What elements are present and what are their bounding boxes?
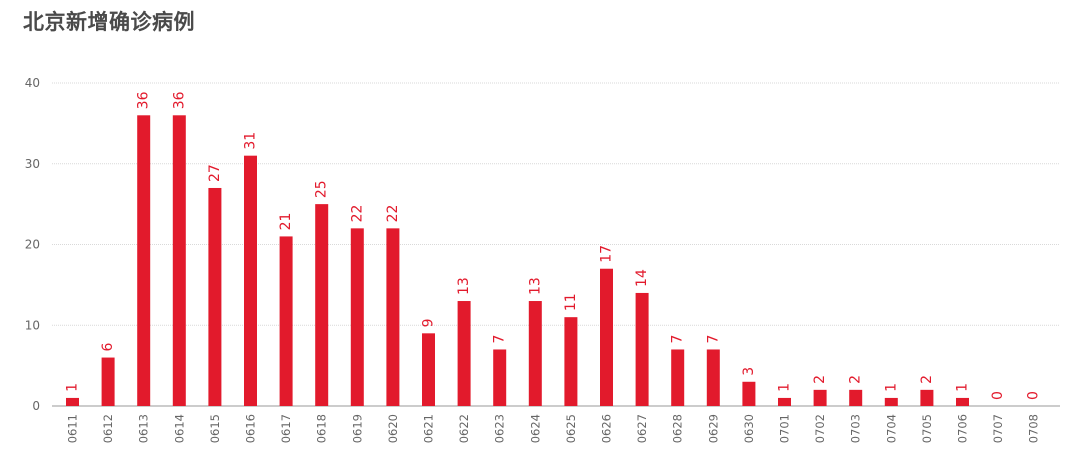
- x-tick-label: 0624: [528, 414, 542, 443]
- data-label: 21: [278, 213, 294, 231]
- bar: [528, 301, 542, 406]
- data-label: 0: [1026, 391, 1042, 400]
- data-label: 7: [492, 335, 508, 344]
- bar: [244, 155, 257, 406]
- bar: [422, 333, 435, 406]
- bar: [279, 236, 293, 406]
- x-tick-label: 0708: [1027, 414, 1041, 443]
- bar: [956, 397, 969, 406]
- data-label: 36: [171, 91, 187, 109]
- x-tick-label: 0621: [422, 414, 436, 443]
- x-tick-label: 0620: [386, 414, 400, 443]
- data-label: 7: [705, 335, 721, 344]
- x-tick-label: 0704: [884, 414, 898, 443]
- data-label: 1: [883, 383, 899, 392]
- bar: [849, 389, 863, 406]
- y-axis-ticks: 0 10 20 30 40: [25, 76, 40, 413]
- x-tick-label: 0614: [172, 414, 186, 443]
- data-label: 1: [777, 383, 793, 392]
- bar: [208, 187, 222, 406]
- x-tick-label: 0626: [600, 414, 614, 443]
- data-label: 1: [955, 383, 971, 392]
- data-label: 22: [349, 205, 365, 223]
- x-tick-label: 0627: [635, 414, 649, 443]
- bars: [66, 115, 969, 407]
- data-label: 36: [136, 91, 152, 109]
- bar: [778, 397, 791, 406]
- x-tick-label: 0706: [956, 414, 970, 443]
- grid-lines: [52, 82, 1060, 407]
- x-tick-label: 0617: [279, 414, 293, 443]
- bar: [457, 301, 471, 406]
- x-tick-label: 0612: [101, 414, 115, 443]
- x-tick-label: 0619: [350, 414, 364, 443]
- data-label: 3: [741, 367, 757, 376]
- y-tick-label: 20: [25, 238, 40, 252]
- data-label: 2: [812, 375, 828, 384]
- data-label: 0: [990, 391, 1006, 400]
- data-label: 11: [563, 293, 579, 311]
- bar: [564, 317, 578, 406]
- data-label: 13: [527, 277, 543, 295]
- x-tick-label: 0622: [457, 414, 471, 443]
- x-tick-label: 0625: [564, 414, 578, 443]
- data-label: 2: [919, 375, 935, 384]
- x-tick-label: 0703: [849, 414, 863, 443]
- data-label: 6: [100, 343, 116, 352]
- bar: [101, 357, 115, 406]
- chart-title: 北京新增确诊病例: [23, 10, 195, 34]
- data-label: 31: [243, 132, 259, 150]
- data-label: 27: [207, 164, 223, 182]
- bar: [671, 349, 685, 406]
- bar: [813, 389, 827, 406]
- bar: [493, 349, 507, 406]
- x-tick-label: 0629: [706, 414, 720, 443]
- bar: [920, 389, 934, 406]
- bar: [742, 381, 756, 406]
- data-label: 25: [314, 180, 330, 198]
- data-label: 14: [634, 269, 650, 287]
- data-label: 2: [848, 375, 864, 384]
- data-label: 9: [421, 318, 437, 327]
- x-axis-ticks: 0611 0612 0613 0614 0615 0616 0617 0618 0619 0620…: [66, 414, 1041, 443]
- bar: [600, 268, 613, 406]
- y-tick-label: 40: [25, 76, 40, 90]
- bar: [635, 292, 649, 406]
- bar: [350, 228, 364, 406]
- bar: [172, 115, 186, 407]
- bar: [706, 349, 720, 406]
- x-tick-label: 0613: [137, 414, 151, 443]
- bar: [884, 397, 898, 406]
- x-tick-label: 0701: [778, 414, 792, 443]
- data-label: 13: [456, 277, 472, 295]
- data-label: 22: [385, 205, 401, 223]
- x-tick-label: 0628: [671, 414, 685, 443]
- data-label: 1: [65, 383, 81, 392]
- x-tick-label: 0702: [813, 414, 827, 443]
- x-tick-label: 0623: [493, 414, 507, 443]
- x-tick-label: 0615: [208, 414, 222, 443]
- bar: [386, 228, 400, 406]
- bar: [315, 204, 329, 406]
- y-tick-label: 30: [25, 157, 40, 171]
- x-tick-label: 0705: [920, 414, 934, 443]
- data-label: 17: [599, 245, 615, 263]
- y-tick-label: 10: [25, 318, 40, 332]
- bar: [66, 397, 79, 406]
- x-tick-label: 0630: [742, 414, 756, 443]
- y-tick-label: 0: [32, 399, 40, 413]
- x-tick-label: 0618: [315, 414, 329, 443]
- x-tick-label: 0707: [991, 414, 1005, 443]
- x-tick-label: 0616: [244, 414, 258, 443]
- bar: [137, 115, 151, 407]
- data-label: 7: [670, 335, 686, 344]
- x-tick-label: 0611: [66, 414, 80, 443]
